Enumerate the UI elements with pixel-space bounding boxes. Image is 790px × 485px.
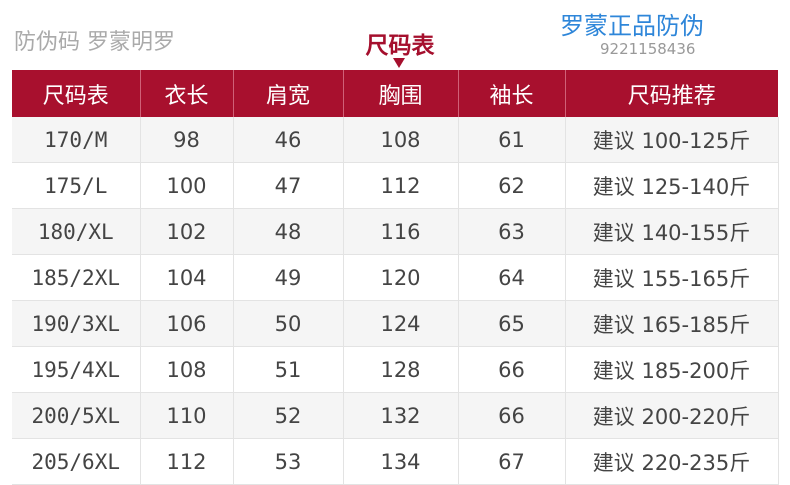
cell-recommend: 建议 100-125斤 xyxy=(565,117,779,163)
chart-title: 尺码表 xyxy=(365,33,435,59)
cell-shoulder: 49 xyxy=(233,254,344,301)
table-row: 200/5XL 110 52 132 66 建议 200-220斤 xyxy=(12,392,779,439)
header-recommend: 尺码推荐 xyxy=(565,70,778,117)
cell-chest: 124 xyxy=(343,300,459,347)
cell-sleeve: 66 xyxy=(458,346,566,393)
cell-length: 98 xyxy=(140,117,234,163)
cell-recommend: 建议 165-185斤 xyxy=(565,300,779,347)
cell-size: 170/M xyxy=(12,117,141,163)
cell-shoulder: 51 xyxy=(233,346,344,393)
header-shoulder: 肩宽 xyxy=(233,70,344,117)
table-row: 175/L 100 47 112 62 建议 125-140斤 xyxy=(12,162,779,209)
cell-shoulder: 48 xyxy=(233,208,344,255)
cell-recommend: 建议 125-140斤 xyxy=(565,162,779,209)
cell-recommend: 建议 200-220斤 xyxy=(565,392,779,439)
cell-chest: 112 xyxy=(343,162,459,209)
cell-sleeve: 67 xyxy=(458,438,566,485)
header-sleeve: 袖长 xyxy=(458,70,566,117)
cell-sleeve: 61 xyxy=(458,117,566,163)
cell-length: 102 xyxy=(140,208,234,255)
header-size: 尺码表 xyxy=(12,70,141,117)
cell-chest: 128 xyxy=(343,346,459,393)
cell-shoulder: 50 xyxy=(233,300,344,347)
cell-size: 185/2XL xyxy=(12,254,141,301)
watermark-number: 9221158436 xyxy=(600,40,696,58)
cell-chest: 120 xyxy=(343,254,459,301)
cell-shoulder: 53 xyxy=(233,438,344,485)
table-row: 195/4XL 108 51 128 66 建议 185-200斤 xyxy=(12,346,779,393)
header-length: 衣长 xyxy=(140,70,234,117)
cell-size: 180/XL xyxy=(12,208,141,255)
cell-shoulder: 46 xyxy=(233,117,344,163)
header-row: 尺码表 衣长 肩宽 胸围 袖长 尺码推荐 xyxy=(12,70,778,117)
cell-length: 100 xyxy=(140,162,234,209)
table-row: 185/2XL 104 49 120 64 建议 155-165斤 xyxy=(12,254,779,301)
cell-chest: 134 xyxy=(343,438,459,485)
cell-size: 195/4XL xyxy=(12,346,141,393)
cell-shoulder: 47 xyxy=(233,162,344,209)
cell-shoulder: 52 xyxy=(233,392,344,439)
cell-recommend: 建议 155-165斤 xyxy=(565,254,779,301)
cell-sleeve: 64 xyxy=(458,254,566,301)
table-row: 205/6XL 112 53 134 67 建议 220-235斤 xyxy=(12,438,779,485)
cell-sleeve: 65 xyxy=(458,300,566,347)
table-row: 170/M 98 46 108 61 建议 100-125斤 xyxy=(12,117,779,163)
header-chest: 胸围 xyxy=(343,70,459,117)
cell-chest: 108 xyxy=(343,117,459,163)
cell-size: 175/L xyxy=(12,162,141,209)
footer-watermark: 防伪码 罗蒙明罗 xyxy=(14,30,175,55)
cell-length: 108 xyxy=(140,346,234,393)
cell-chest: 132 xyxy=(343,392,459,439)
table-row: 190/3XL 106 50 124 65 建议 165-185斤 xyxy=(12,300,779,347)
cell-size: 200/5XL xyxy=(12,392,141,439)
table-row: 180/XL 102 48 116 63 建议 140-155斤 xyxy=(12,208,779,255)
cell-length: 104 xyxy=(140,254,234,301)
cell-length: 106 xyxy=(140,300,234,347)
down-arrow-icon xyxy=(393,58,405,68)
cell-recommend: 建议 185-200斤 xyxy=(565,346,779,393)
cell-size: 205/6XL xyxy=(12,438,141,485)
cell-sleeve: 66 xyxy=(458,392,566,439)
size-table: 尺码表 衣长 肩宽 胸围 袖长 尺码推荐 170/M 98 46 108 61 建议 10… xyxy=(12,70,779,485)
cell-length: 110 xyxy=(140,392,234,439)
cell-recommend: 建议 140-155斤 xyxy=(565,208,779,255)
cell-sleeve: 62 xyxy=(458,162,566,209)
watermark-text: 罗蒙正品防伪 xyxy=(560,12,704,40)
cell-chest: 116 xyxy=(343,208,459,255)
cell-size: 190/3XL xyxy=(12,300,141,347)
cell-sleeve: 63 xyxy=(458,208,566,255)
cell-recommend: 建议 220-235斤 xyxy=(565,438,779,485)
cell-length: 112 xyxy=(140,438,234,485)
